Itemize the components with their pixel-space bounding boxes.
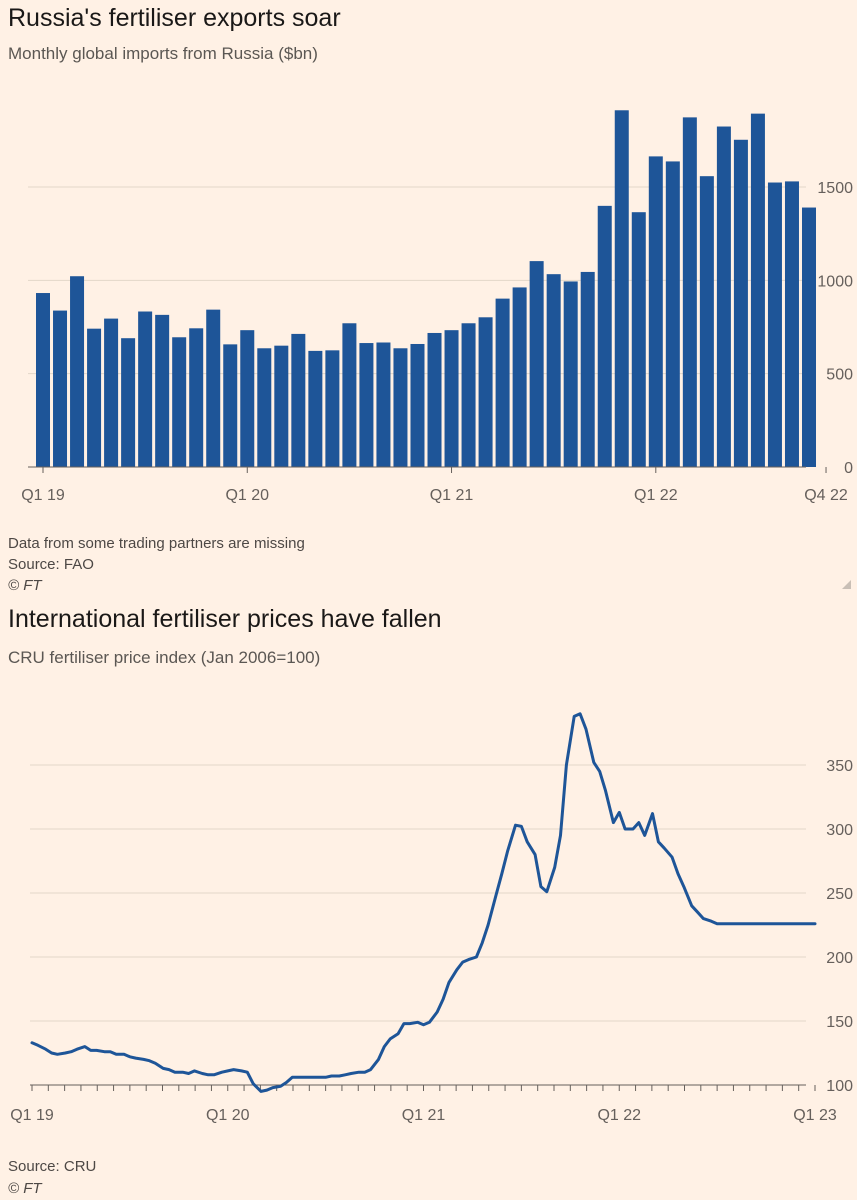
chart2-credit: © FT: [8, 1180, 42, 1197]
bar-feb-20: [257, 348, 272, 467]
y-tick-label-1500: 1500: [817, 180, 853, 197]
bar-apr-22: [699, 176, 714, 467]
bar-dec-20: [427, 332, 442, 467]
y-tick-label-100: 100: [826, 1078, 853, 1095]
bar-mar-22: [682, 117, 697, 467]
bar-jan-22: [648, 156, 663, 467]
bar-jul-20: [342, 323, 357, 467]
bar-feb-19: [53, 310, 68, 467]
exports-bar-chart: 0 500 1000 1500 Q1 19 Q1 20 Q1 21 Q1 22 Q4 22: [21, 110, 853, 504]
resize-handle-icon[interactable]: [842, 580, 851, 589]
bar-feb-21: [461, 323, 476, 467]
bar-may-19: [104, 318, 119, 467]
bar-oct-19: [189, 328, 204, 467]
bar-jun-21: [529, 261, 544, 467]
bar-oct-20: [393, 348, 408, 467]
chart2-subtitle: CRU fertiliser price index (Jan 2006=100…: [8, 648, 321, 667]
y-tick-label-500: 500: [826, 367, 853, 384]
bar-apr-21: [495, 298, 510, 467]
bar-mar-19: [70, 276, 85, 467]
x-tick-label-0: Q1 19: [10, 1107, 54, 1124]
bar-aug-21: [563, 281, 578, 467]
price-index-line: [30, 712, 817, 1093]
bar-aug-22: [767, 182, 782, 467]
y-tick-label-350: 350: [826, 758, 853, 775]
x-tick-label-4: Q1 23: [793, 1107, 837, 1124]
price-line-chart: 100 150 200 250 300 350 Q1 19 Q1 20 Q1 21 Q1 22 Q1…: [10, 712, 853, 1124]
bar-mar-21: [478, 317, 493, 467]
bar-mar-20: [274, 345, 289, 467]
bar-nov-20: [410, 343, 425, 467]
x-tick-label-4: Q4 22: [804, 487, 848, 504]
bar-jun-19: [121, 338, 136, 467]
x-tick-label-3: Q1 22: [597, 1107, 641, 1124]
bar-sep-19: [172, 337, 187, 467]
bar-sep-20: [376, 342, 391, 467]
bar-aug-19: [155, 314, 170, 467]
bar-may-22: [716, 126, 731, 467]
bar-apr-19: [87, 328, 102, 467]
bar-jul-19: [138, 311, 153, 467]
y-tick-label-0: 0: [844, 460, 853, 477]
bar-apr-20: [291, 333, 306, 467]
x-tick-label-1: Q1 20: [225, 487, 269, 504]
bar-sep-21: [580, 271, 595, 467]
bar-dec-21: [631, 212, 646, 467]
bar-feb-22: [665, 161, 680, 467]
bar-nov-19: [206, 309, 221, 467]
bar-sep-22: [784, 181, 799, 467]
x-tick-label-2: Q1 21: [402, 1107, 446, 1124]
x-tick-label-1: Q1 20: [206, 1107, 250, 1124]
bar-oct-22: [802, 207, 816, 467]
bar-jun-22: [733, 139, 748, 468]
chart1-note-missing: Data from some trading partners are miss…: [8, 535, 305, 552]
y-tick-label-250: 250: [826, 886, 853, 903]
y-tick-label-200: 200: [826, 950, 853, 967]
x-tick-label-2: Q1 21: [430, 487, 474, 504]
chart2-title: International fertiliser prices have fal…: [8, 605, 442, 633]
y-tick-label-1000: 1000: [817, 273, 853, 290]
bar-jan-20: [240, 330, 255, 467]
bar-aug-20: [359, 343, 374, 467]
bar-jul-22: [750, 113, 765, 467]
chart1-source: Source: FAO: [8, 556, 94, 573]
bar-nov-21: [614, 110, 629, 467]
y-tick-label-300: 300: [826, 822, 853, 839]
bar-may-20: [308, 350, 323, 467]
bar-dec-19: [223, 344, 238, 467]
chart1-subtitle: Monthly global imports from Russia ($bn): [8, 44, 318, 63]
chart2-source: Source: CRU: [8, 1158, 97, 1175]
bar-jan-19: [36, 293, 50, 467]
bar-jun-20: [325, 350, 340, 467]
bar-jan-21: [444, 330, 459, 467]
bar-may-21: [512, 287, 527, 467]
chart1-title: Russia's fertiliser exports soar: [8, 4, 341, 32]
x-tick-label-0: Q1 19: [21, 487, 65, 504]
bar-jul-21: [546, 274, 561, 467]
x-tick-label-3: Q1 22: [634, 487, 678, 504]
chart1-credit: © FT: [8, 577, 42, 594]
y-tick-label-150: 150: [826, 1014, 853, 1031]
bar-oct-21: [597, 205, 612, 467]
